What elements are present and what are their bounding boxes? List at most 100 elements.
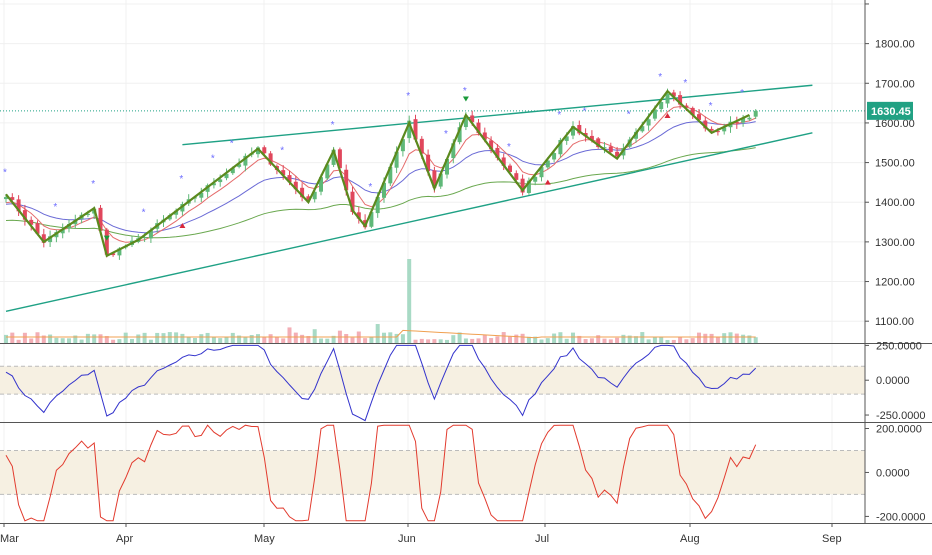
volume-bar bbox=[79, 339, 84, 343]
volume-bar bbox=[753, 337, 758, 343]
volume-bar bbox=[445, 339, 449, 343]
volume-bar bbox=[344, 333, 349, 343]
candle-body bbox=[350, 191, 355, 213]
volume-bar bbox=[388, 332, 393, 343]
candle-body bbox=[388, 166, 393, 184]
candle-body bbox=[60, 229, 65, 234]
candle-body bbox=[753, 110, 758, 117]
volume-bar bbox=[558, 332, 563, 343]
candle-body bbox=[640, 126, 645, 132]
volume-bar bbox=[369, 336, 374, 343]
signal-star: * bbox=[557, 110, 561, 121]
volume-bar bbox=[583, 339, 588, 343]
volume-bar bbox=[281, 338, 286, 343]
volume-bar bbox=[35, 332, 40, 343]
volume-bar bbox=[180, 333, 185, 343]
volume-bar bbox=[684, 339, 689, 343]
volume-bar bbox=[274, 336, 279, 343]
volume-bar bbox=[199, 334, 204, 343]
candle-body bbox=[211, 183, 216, 186]
candle-body bbox=[199, 192, 204, 198]
volume-bar bbox=[501, 332, 506, 343]
price-tick-label: 1800.00 bbox=[875, 39, 915, 51]
volume-bar bbox=[193, 338, 197, 343]
volume-bar bbox=[306, 336, 311, 343]
volume-bar bbox=[331, 335, 336, 343]
volume-bar bbox=[722, 333, 727, 343]
candle-body bbox=[526, 180, 531, 193]
price-tick-label: 1300.00 bbox=[875, 237, 915, 249]
candle-body bbox=[457, 127, 462, 143]
indicator-band bbox=[0, 450, 865, 495]
candle-body bbox=[646, 119, 651, 126]
price-tick-label: 1600.00 bbox=[875, 118, 915, 130]
candle-body bbox=[678, 95, 683, 105]
volume-bar bbox=[508, 336, 512, 343]
candle-body bbox=[520, 178, 525, 193]
volume-average-line bbox=[6, 329, 756, 339]
volume-bar bbox=[413, 339, 418, 343]
candle-body bbox=[709, 128, 714, 131]
candle-body bbox=[533, 176, 538, 182]
signal-star: * bbox=[368, 182, 372, 193]
volume-bar bbox=[652, 336, 657, 343]
volume-bar bbox=[457, 332, 462, 343]
volume-bar bbox=[325, 338, 330, 343]
candle-body bbox=[722, 127, 727, 132]
volume-bar bbox=[539, 339, 544, 343]
volume-bar bbox=[16, 339, 21, 343]
time-tick-label: Aug bbox=[680, 533, 700, 545]
volume-bar bbox=[161, 333, 166, 343]
volume-bar bbox=[577, 335, 582, 343]
volume-bar bbox=[678, 336, 683, 343]
volume-bar bbox=[262, 337, 267, 343]
volume-bar bbox=[671, 339, 676, 343]
candle-body bbox=[589, 135, 594, 140]
volume-bar bbox=[211, 336, 216, 343]
candle-body bbox=[451, 143, 456, 158]
candle-body bbox=[281, 170, 286, 176]
osc-tick-label: 0.0000 bbox=[876, 467, 910, 479]
last-price-label: 1630.45 bbox=[871, 106, 911, 118]
volume-bar bbox=[571, 332, 575, 343]
signal-arrow bbox=[103, 235, 110, 241]
volume-bar bbox=[136, 334, 141, 343]
signal-star: * bbox=[211, 153, 215, 164]
zigzag-line bbox=[5, 89, 750, 258]
volume-bar bbox=[22, 332, 27, 343]
price-tick-label: 1700.00 bbox=[875, 78, 915, 90]
candle-body bbox=[312, 191, 317, 200]
volume-bar bbox=[709, 333, 714, 343]
candle-body bbox=[501, 157, 506, 166]
candle-body bbox=[262, 147, 267, 154]
volume-bar bbox=[256, 334, 260, 343]
candle-body bbox=[319, 177, 323, 192]
volume-bar bbox=[4, 334, 8, 343]
signal-star: * bbox=[709, 101, 713, 112]
candle-body bbox=[98, 207, 103, 231]
candle-body bbox=[715, 131, 720, 133]
volume-bar bbox=[111, 339, 116, 343]
osc-tick-label: 200.0000 bbox=[876, 423, 922, 435]
upper-trend-line bbox=[182, 84, 813, 146]
signal-arrow bbox=[544, 179, 551, 185]
volume-bar bbox=[85, 333, 90, 343]
volume-bar bbox=[640, 332, 645, 343]
cci-tick-label: -250.0000 bbox=[876, 410, 926, 422]
candle-body bbox=[35, 223, 40, 234]
volume-bar bbox=[375, 324, 380, 343]
volume-bar bbox=[602, 338, 607, 343]
signal-star: * bbox=[142, 207, 146, 218]
signal-star: * bbox=[683, 78, 687, 89]
candle-body bbox=[394, 151, 399, 168]
candle-body bbox=[218, 179, 223, 183]
price-tick-label: 1100.00 bbox=[875, 316, 914, 328]
volume-bar bbox=[237, 335, 242, 343]
indicator-band bbox=[0, 366, 865, 395]
volume-bar bbox=[130, 338, 134, 343]
cci-tick-label: 250.0000 bbox=[876, 340, 922, 352]
volume-bar bbox=[665, 339, 670, 343]
ema-mid-line bbox=[5, 121, 756, 234]
candle-body bbox=[325, 164, 330, 179]
candle-body bbox=[300, 187, 305, 198]
